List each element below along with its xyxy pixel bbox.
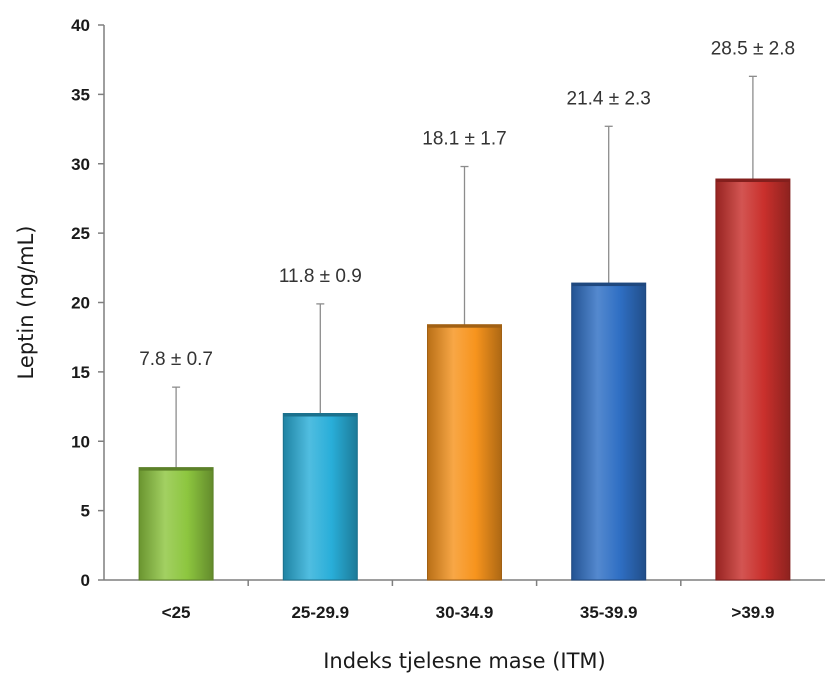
y-tick-label: 0 <box>81 571 90 590</box>
y-axis-title: Leptin (ng/mL) <box>14 226 38 380</box>
y-tick-label: 5 <box>81 502 90 521</box>
y-tick-label: 40 <box>71 16 90 35</box>
y-tick-label: 10 <box>71 432 90 451</box>
bar-4 <box>571 282 647 581</box>
error-bars <box>172 75 757 468</box>
bars <box>138 178 791 581</box>
data-label: 7.8 ± 0.7 <box>139 349 213 370</box>
bar-2 <box>282 413 358 581</box>
x-tick-label: 30-34.9 <box>436 603 494 622</box>
bar-1 <box>138 467 214 581</box>
data-label: 28.5 ± 2.8 <box>711 38 795 59</box>
bar-5 <box>715 178 791 581</box>
bar-top-edge <box>139 467 214 471</box>
bar-top-edge <box>427 324 502 328</box>
y-tick-label: 25 <box>71 224 90 243</box>
data-label: 21.4 ± 2.3 <box>567 88 651 109</box>
category-labels: <25 25-29.9 30-34.9 35-39.9 >39.9 <box>162 603 775 622</box>
y-tick-label: 30 <box>71 155 90 174</box>
x-tick-label: >39.9 <box>731 603 774 622</box>
y-tick-label: 15 <box>71 363 90 382</box>
x-tick-label: <25 <box>162 603 191 622</box>
bar-3 <box>427 324 502 581</box>
bar-top-edge <box>283 413 358 417</box>
data-label: 11.8 ± 0.9 <box>279 266 362 287</box>
bar-top-edge <box>571 283 646 287</box>
x-tick-label: 25-29.9 <box>291 603 349 622</box>
y-ticks: 0 5 10 15 20 25 30 35 40 <box>71 16 682 590</box>
y-tick-label: 35 <box>71 85 90 104</box>
data-label: 18.1 ± 1.7 <box>422 129 506 150</box>
bar-top-edge <box>715 179 790 183</box>
data-labels: 7.8 ± 0.7 11.8 ± 0.9 18.1 ± 1.7 21.4 ± 2.3 2… <box>139 38 795 370</box>
y-tick-label: 20 <box>71 294 90 313</box>
x-axis-title: Indeks tjelesne mase (ITM) <box>323 649 606 673</box>
x-tick-label: 35-39.9 <box>580 603 638 622</box>
